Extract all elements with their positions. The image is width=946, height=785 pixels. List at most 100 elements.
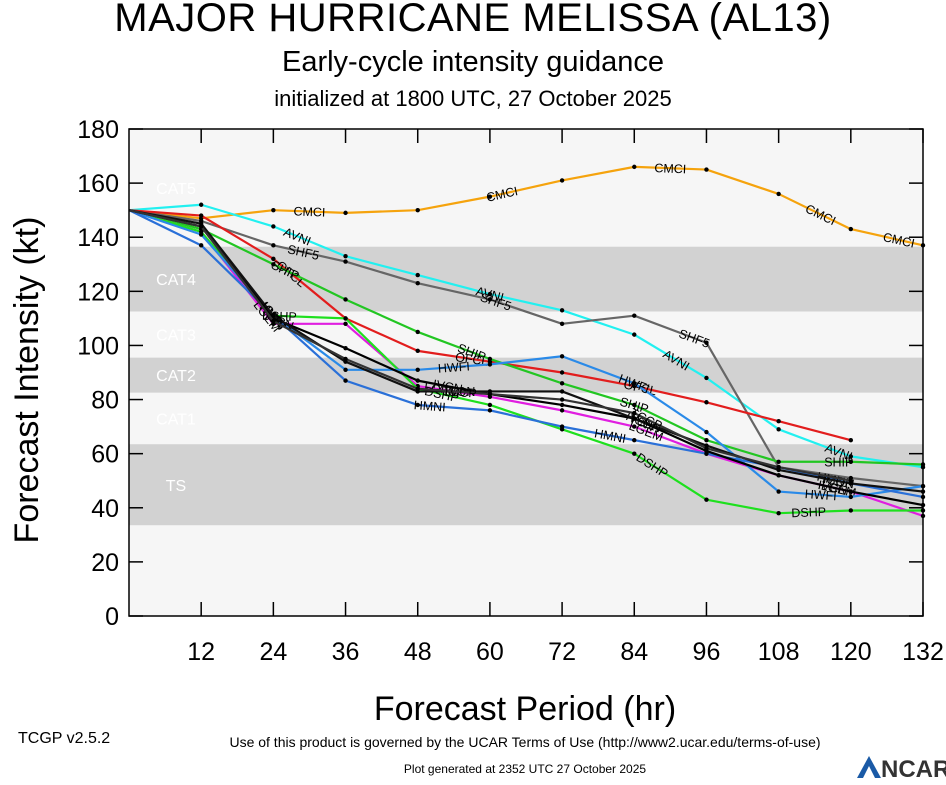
data-point [415, 386, 420, 391]
x-tick-label: 12 [187, 638, 215, 666]
band-label: TS [166, 478, 186, 495]
generated-time: Plot generated at 2352 UTC 27 October 20… [403, 762, 647, 776]
x-tick-label: 48 [404, 638, 432, 666]
data-point [559, 178, 565, 183]
x-tick-label: 132 [902, 638, 944, 666]
series-label-text: AVNI [474, 284, 505, 305]
data-point [704, 446, 709, 451]
series-label: HMNI [593, 426, 627, 446]
series-label-text: CMCI [654, 161, 686, 176]
y-tick-label: 140 [77, 224, 119, 252]
series-label-text: CMCI [485, 184, 519, 205]
series-label: SHF5 [286, 242, 320, 263]
x-tick-label: 120 [830, 638, 872, 666]
series-label: HMNI [413, 398, 446, 414]
y-tick-label: 40 [91, 495, 119, 523]
data-point [343, 356, 348, 362]
x-tick-label: 96 [693, 638, 721, 666]
data-point [704, 429, 709, 435]
data-point [198, 232, 204, 237]
data-point [415, 367, 420, 372]
data-point [343, 345, 348, 351]
series-label-text: DSHP [791, 505, 826, 520]
series-label: TCCP [442, 384, 477, 401]
data-point [487, 408, 493, 413]
data-point [415, 281, 420, 286]
data-point [343, 321, 348, 326]
intensity-band-td [129, 525, 923, 616]
series-line [128, 203, 924, 469]
data-point [559, 424, 565, 429]
band-label: CAT4 [156, 272, 196, 289]
data-point [271, 313, 276, 318]
band-label: CAT1 [156, 411, 196, 428]
data-point [704, 375, 709, 381]
data-point [559, 370, 565, 375]
data-point [415, 402, 420, 408]
x-tick-label: 108 [758, 638, 800, 666]
band-label: CAT2 [156, 368, 196, 385]
data-point [487, 194, 493, 199]
data-point [559, 321, 565, 326]
chart-title: MAJOR HURRICANE MELISSA (AL13) [114, 0, 832, 40]
chart-subtitle: Early-cycle intensity guidance [281, 46, 664, 78]
data-point [704, 340, 709, 345]
data-point [848, 459, 854, 464]
data-point [271, 207, 276, 213]
data-point [415, 207, 420, 213]
series-label: AVNI [474, 284, 505, 305]
data-point [704, 167, 709, 172]
series-label: DSHP [791, 505, 826, 520]
series-label-text: IVCN [817, 478, 849, 498]
series-label-text: CMCI [293, 204, 325, 219]
series-label: CMCI [485, 184, 519, 205]
series-label: SHIP [824, 455, 853, 469]
data-point [776, 427, 781, 432]
terms-of-use[interactable]: Use of this product is governed by the U… [229, 734, 821, 750]
data-point [198, 202, 204, 207]
data-point [632, 164, 637, 170]
x-tick-label: 24 [259, 638, 287, 666]
plot-frame [128, 128, 924, 617]
series-label: CMCI [293, 204, 325, 219]
data-point [776, 473, 781, 478]
y-tick-label: 60 [91, 441, 119, 469]
intensity-band-cat3 [129, 311, 923, 358]
data-point [559, 397, 565, 402]
series-label-text: HMNI [593, 426, 627, 446]
data-point [343, 210, 348, 216]
data-point [848, 226, 854, 232]
data-point [632, 410, 637, 416]
data-point [198, 224, 204, 229]
data-point [559, 308, 565, 313]
data-point [271, 224, 276, 229]
data-point [848, 454, 854, 459]
data-point [704, 400, 709, 405]
y-tick-label: 20 [91, 549, 119, 577]
y-tick-label: 0 [105, 603, 119, 631]
series-label-text: HWFI [804, 487, 837, 503]
data-point [776, 510, 781, 516]
y-tick-label: 120 [77, 278, 119, 306]
series-label: HWFI [804, 487, 837, 503]
data-point [704, 437, 709, 443]
x-tick-label: 84 [620, 638, 648, 666]
data-point [487, 362, 493, 367]
data-point [848, 508, 854, 513]
intensity-band-cat2 [129, 357, 923, 393]
x-tick-label: 60 [476, 638, 504, 666]
data-point [198, 213, 204, 218]
y-tick-label: 160 [77, 170, 119, 198]
data-point [559, 354, 565, 359]
data-point [848, 478, 854, 483]
data-point [776, 419, 781, 424]
data-point [632, 313, 637, 318]
data-point [559, 389, 565, 394]
series-label-text: SHIP [824, 455, 853, 469]
x-tick-label: 36 [332, 638, 360, 666]
data-point [415, 272, 420, 278]
version-label: TCGP v2.5.2 [18, 730, 111, 747]
data-point [415, 329, 420, 335]
series-label-text: HMNI [413, 398, 446, 414]
data-point [271, 256, 276, 262]
